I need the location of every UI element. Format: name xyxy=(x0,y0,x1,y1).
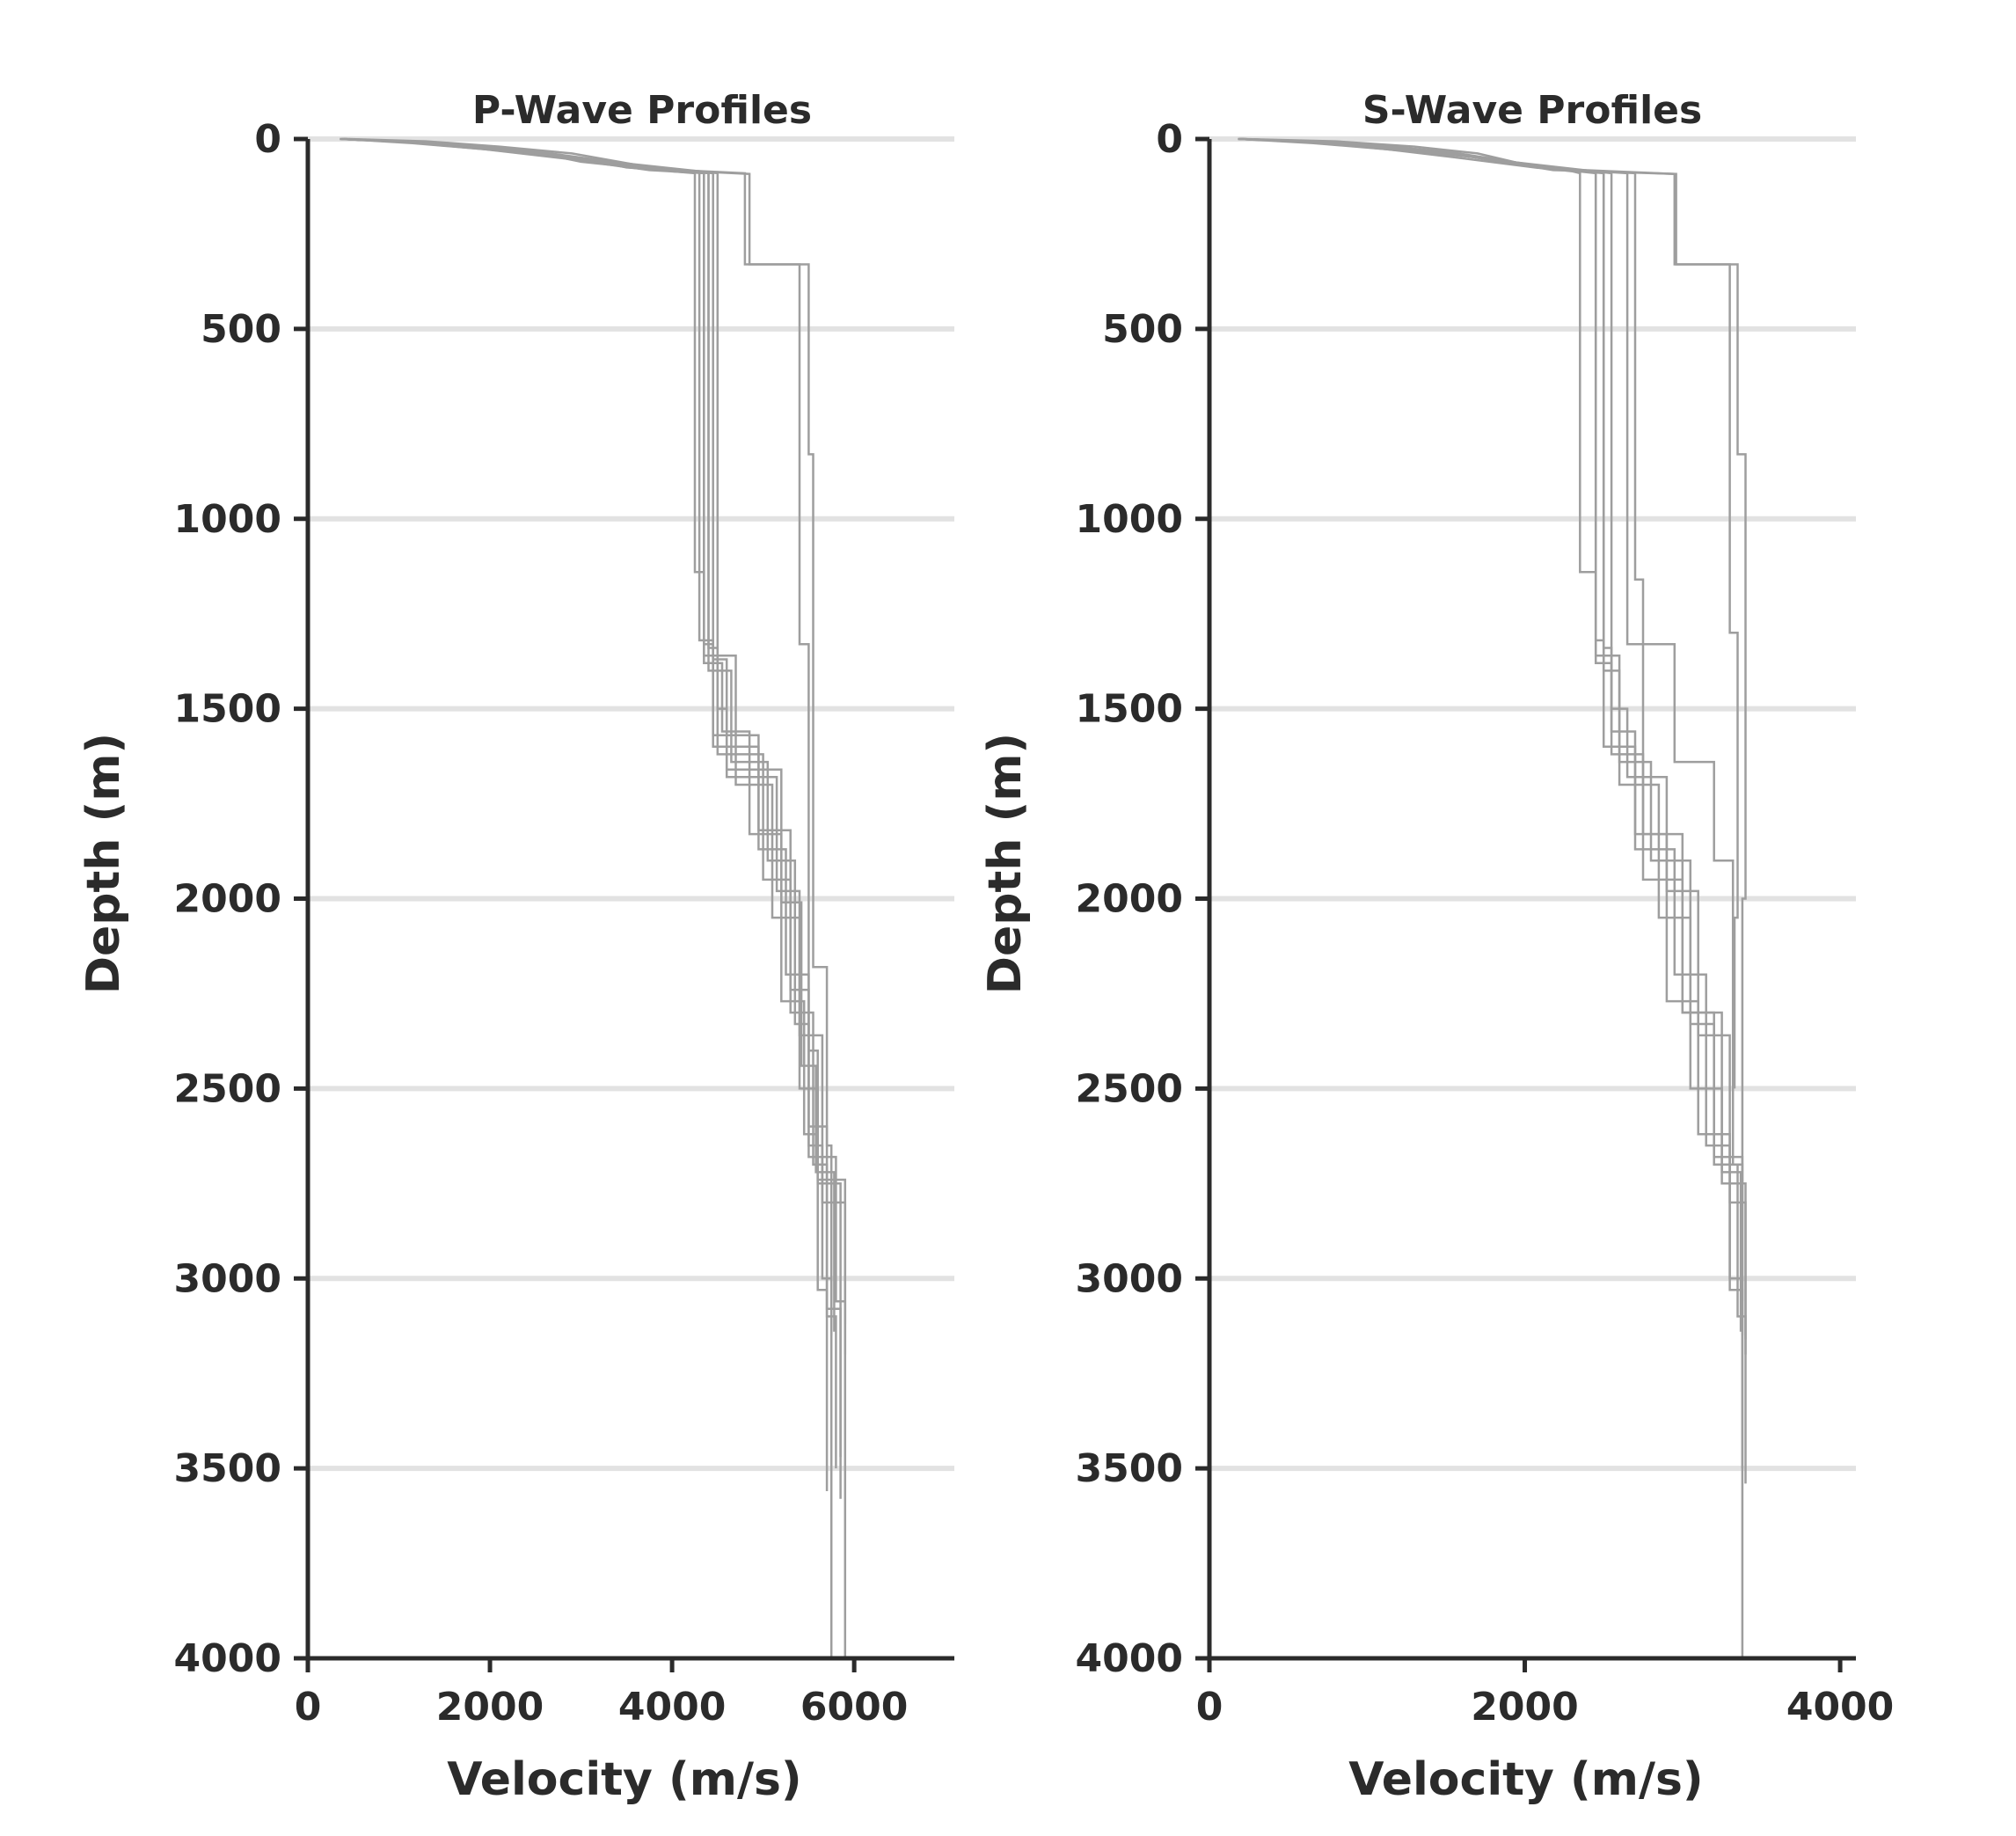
y-tick-label: 4000 xyxy=(1076,1636,1183,1681)
y-tick-label: 3500 xyxy=(174,1446,281,1491)
velocity-profile-line xyxy=(1239,137,1744,1317)
y-tick-label: 1500 xyxy=(174,687,281,732)
y-tick-label: 2500 xyxy=(174,1066,281,1111)
x-tick-label: 0 xyxy=(1196,1685,1223,1730)
velocity-profile-line xyxy=(340,137,847,1355)
x-tick-label: 2000 xyxy=(1471,1685,1578,1730)
y-tick-label: 2000 xyxy=(174,877,281,922)
y-tick-label: 2000 xyxy=(1076,877,1183,922)
velocity-profile-line xyxy=(345,137,842,1458)
velocity-profile-line xyxy=(346,137,829,1491)
y-tick-label: 1000 xyxy=(174,497,281,542)
x-tick-label: 4000 xyxy=(618,1685,726,1730)
chart-panel-2: 0 500 1000 1500 2000 2500 3000 3500 4000 0 2000 400… xyxy=(979,88,1894,1806)
velocity-profile-line xyxy=(1239,137,1747,1340)
x-tick-label: 2000 xyxy=(436,1685,544,1730)
chart-title: P-Wave Profiles xyxy=(472,88,812,133)
velocity-profile-line xyxy=(343,137,847,1325)
x-tick-label: 6000 xyxy=(800,1685,908,1730)
y-axis-label: Depth (m) xyxy=(979,733,1032,994)
x-tick-label: 4000 xyxy=(1786,1685,1894,1730)
y-axis-label: Depth (m) xyxy=(77,733,130,994)
y-tick-label: 4000 xyxy=(174,1636,281,1681)
velocity-profile-line xyxy=(1244,137,1744,1302)
y-tick-label: 0 xyxy=(1156,117,1183,162)
y-tick-label: 3500 xyxy=(1076,1446,1183,1491)
velocity-profile-line xyxy=(1240,137,1742,1332)
velocity-profile-line xyxy=(1240,137,1747,1484)
x-axis-label: Velocity (m/s) xyxy=(447,1753,801,1806)
velocity-profile-line xyxy=(1238,137,1747,1335)
x-axis-label: Velocity (m/s) xyxy=(1348,1753,1703,1806)
velocity-profile-line xyxy=(343,137,836,1332)
velocity-profile-line xyxy=(1241,137,1739,1089)
velocity-profile-line xyxy=(344,137,837,1469)
y-tick-label: 3000 xyxy=(1076,1256,1183,1301)
y-tick-label: 1500 xyxy=(1076,687,1183,732)
y-tick-label: 2500 xyxy=(1076,1066,1183,1111)
y-tick-label: 1000 xyxy=(1076,497,1183,542)
velocity-profile-line xyxy=(348,137,847,1658)
y-tick-label: 3000 xyxy=(174,1256,281,1301)
velocity-profile-line xyxy=(342,137,842,1499)
chart-panel-1: 0 500 1000 1500 2000 2500 3000 3500 4000 0 2000 400… xyxy=(77,88,954,1806)
chart-title: S-Wave Profiles xyxy=(1362,88,1702,133)
y-tick-label: 0 xyxy=(254,117,281,162)
velocity-profile-line xyxy=(1238,137,1747,1355)
y-tick-label: 500 xyxy=(201,307,281,352)
x-tick-label: 0 xyxy=(295,1685,322,1730)
y-tick-label: 500 xyxy=(1102,307,1183,352)
